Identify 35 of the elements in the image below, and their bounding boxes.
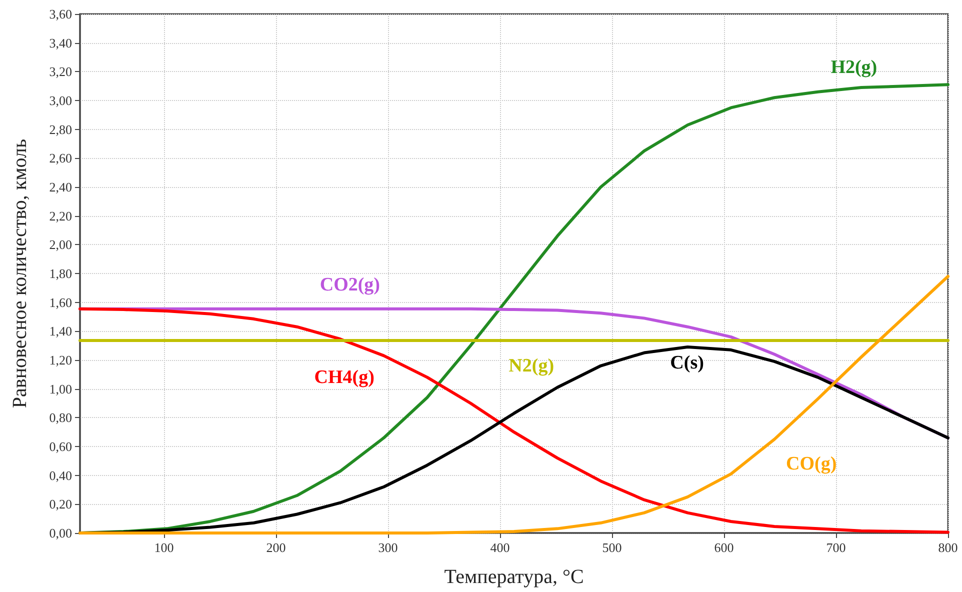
x-tick-label: 700 <box>826 540 846 555</box>
x-tick-label: 200 <box>266 540 286 555</box>
y-tick-label: 0,40 <box>49 468 72 483</box>
y-tick-label: 1,80 <box>49 266 72 281</box>
y-tick-label: 0,60 <box>49 439 72 454</box>
series-label: H2(g) <box>830 56 878 78</box>
y-tick-label: 2,80 <box>49 122 72 137</box>
x-tick-label: 400 <box>490 540 510 555</box>
y-tick-label: 0,80 <box>49 410 72 426</box>
y-tick-label: 3,00 <box>49 93 72 108</box>
y-tick-label: 0,00 <box>49 526 72 540</box>
x-tick-label: 600 <box>714 540 734 555</box>
y-tick-label: 3,60 <box>49 6 72 22</box>
x-tick-label: 500 <box>602 540 622 555</box>
series-label: CH4(g) <box>314 366 374 388</box>
series-label: CO2(g) <box>320 274 380 296</box>
y-axis-title: Равновесное количество, кмоль <box>9 138 31 408</box>
y-tick-label: 0,20 <box>49 496 72 512</box>
y-tick-label: 2,00 <box>49 237 72 252</box>
y-tick-label: 1,60 <box>49 294 72 310</box>
series-label: CO(g) <box>786 453 837 474</box>
y-tick-label: 2,20 <box>49 208 72 224</box>
y-tick-label: 2,60 <box>49 150 72 166</box>
x-axis-title: Температура, °C <box>444 566 584 588</box>
y-tick-label: 3,20 <box>49 64 72 80</box>
series-label: N2(g) <box>508 355 554 376</box>
y-tick-label: 2,40 <box>49 180 72 194</box>
y-tick-label: 1,00 <box>49 381 72 396</box>
x-tick-label: 100 <box>154 540 174 555</box>
y-tick-label: 1,20 <box>49 352 72 368</box>
series-label: C(s) <box>670 352 704 374</box>
x-tick-label: 800 <box>938 540 958 555</box>
y-tick-label: 3,40 <box>49 35 72 50</box>
y-tick-label: 1,40 <box>49 324 72 339</box>
x-tick-label: 300 <box>378 540 398 555</box>
